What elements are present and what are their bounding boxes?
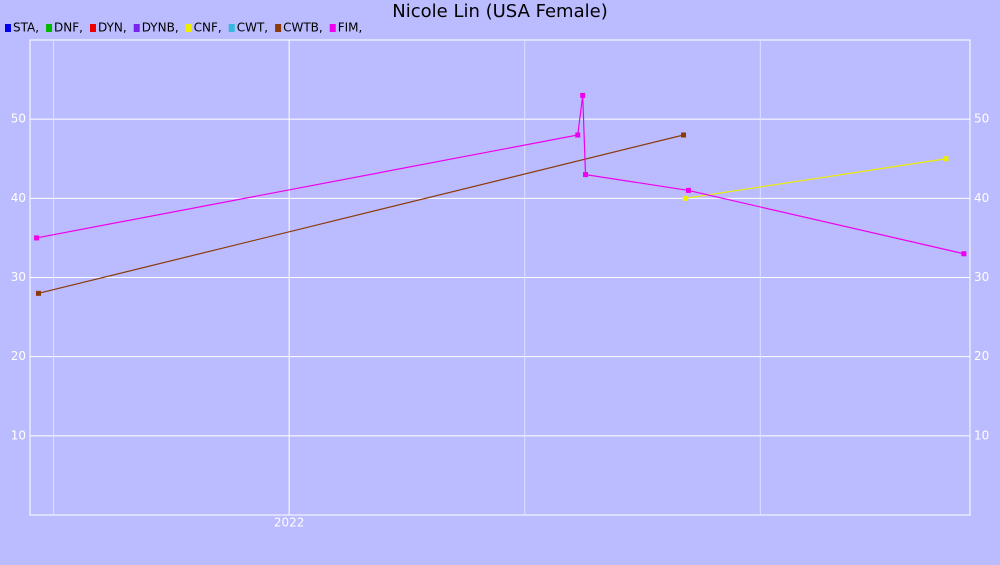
legend-label: CWT, (237, 21, 268, 35)
y-tick-label: 40 (11, 191, 26, 205)
legend-label: CWTB, (283, 21, 323, 35)
legend-label: FIM, (338, 21, 363, 35)
legend-swatch (5, 24, 11, 32)
y-tick-label: 20 (11, 349, 26, 363)
y-tick-label: 30 (11, 270, 26, 284)
point (34, 235, 40, 241)
legend-swatch (185, 24, 192, 32)
y-tick-label-right: 40 (974, 191, 989, 205)
legend-swatch (46, 24, 53, 32)
y-tick-label: 50 (11, 112, 26, 126)
series-line (38, 134, 684, 294)
legend-swatch (228, 24, 235, 32)
series-line (685, 158, 947, 199)
series-line (36, 95, 965, 255)
point (35, 290, 41, 296)
legend-label: DYNB, (142, 21, 179, 35)
legend-swatch (89, 24, 96, 32)
legend-label: DNF, (54, 21, 83, 35)
legend-swatch (329, 24, 336, 32)
point (580, 92, 586, 98)
point (575, 132, 581, 138)
chart-title: Nicole Lin (USA Female) (392, 1, 607, 22)
y-tick-label-right: 30 (974, 270, 989, 284)
legend-label: CNF, (194, 21, 222, 35)
point (681, 132, 687, 138)
x-tick-label: 2022 (274, 516, 305, 530)
legend-swatch (275, 24, 282, 32)
legend-label: DYN, (98, 21, 127, 35)
legend-label: STA, (13, 21, 39, 35)
point (583, 172, 589, 178)
y-tick-label: 10 (11, 428, 26, 442)
y-tick-label-right: 20 (974, 349, 989, 363)
point (685, 187, 691, 193)
point (943, 156, 949, 162)
y-tick-label-right: 10 (974, 428, 989, 442)
point (682, 195, 688, 201)
point (961, 251, 967, 257)
y-tick-label-right: 50 (974, 112, 989, 126)
legend-swatch (133, 24, 140, 32)
